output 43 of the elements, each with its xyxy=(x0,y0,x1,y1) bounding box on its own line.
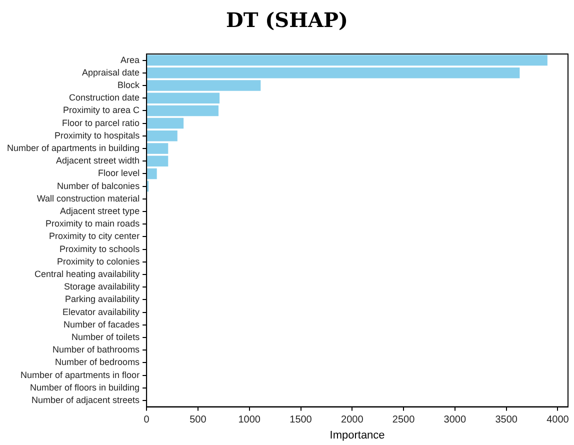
y-tick-label: Parking availability xyxy=(65,294,140,304)
bar xyxy=(147,168,157,180)
y-tick-label: Storage availability xyxy=(64,282,140,292)
y-tick-label: Number of apartments in floor xyxy=(20,370,140,380)
y-tick-label: Number of adjacent streets xyxy=(32,394,140,405)
bar xyxy=(147,105,219,116)
y-tick-label: Wall construction material xyxy=(36,193,140,204)
y-tick-label: Proximity to colonies xyxy=(57,256,140,266)
x-tick-label: 1000 xyxy=(238,414,261,426)
y-tick-label: Floor to parcel ratio xyxy=(62,118,140,128)
chart-title: DT (SHAP) xyxy=(224,8,349,32)
x-axis-title: Importance xyxy=(330,429,385,442)
y-tick-label: Number of apartments in building xyxy=(6,142,140,153)
y-tick-label: Central heating availability xyxy=(34,268,140,279)
y-tick-label: Proximity to main roads xyxy=(46,218,140,229)
x-tick-label: 1500 xyxy=(290,414,312,426)
x-tick-label: 3500 xyxy=(495,414,518,426)
y-tick-label: Adjacent street type xyxy=(60,206,140,216)
y-tick-label: Floor level xyxy=(98,168,140,178)
y-tick-label: Proximity to schools xyxy=(60,244,140,254)
x-tick-label: 3000 xyxy=(444,414,466,426)
y-tick-label: Construction date xyxy=(69,92,140,103)
y-tick-label: Number of balconies xyxy=(57,180,140,191)
x-tick-label: 0 xyxy=(144,414,150,426)
y-tick-label: Number of toilets xyxy=(72,332,140,342)
y-tick-label: Appraisal date xyxy=(82,67,140,78)
y-tick-label: Number of floors in building xyxy=(30,382,140,392)
y-tick-label: Number of bedrooms xyxy=(55,357,140,368)
y-tick-label: Elevator availability xyxy=(62,306,140,317)
bar xyxy=(147,54,548,66)
y-tick-label: Block xyxy=(118,80,140,90)
y-tick-label: Area xyxy=(120,54,140,65)
y-tick-label: Proximity to area C xyxy=(63,105,140,116)
x-tick-label: 4000 xyxy=(546,414,570,426)
x-tick-label: 2500 xyxy=(392,414,416,426)
x-tick-label: 500 xyxy=(190,414,207,426)
bar xyxy=(147,118,184,129)
y-tick-label: Adjacent street width xyxy=(56,156,140,166)
y-tick-label: Proximity to hospitals xyxy=(54,130,140,140)
y-tick-label: Proximity to city center xyxy=(49,231,140,242)
y-tick-label: Number of bathrooms xyxy=(52,344,140,355)
y-tick-label: Number of facades xyxy=(64,319,140,330)
x-tick-label: 2000 xyxy=(341,414,364,426)
